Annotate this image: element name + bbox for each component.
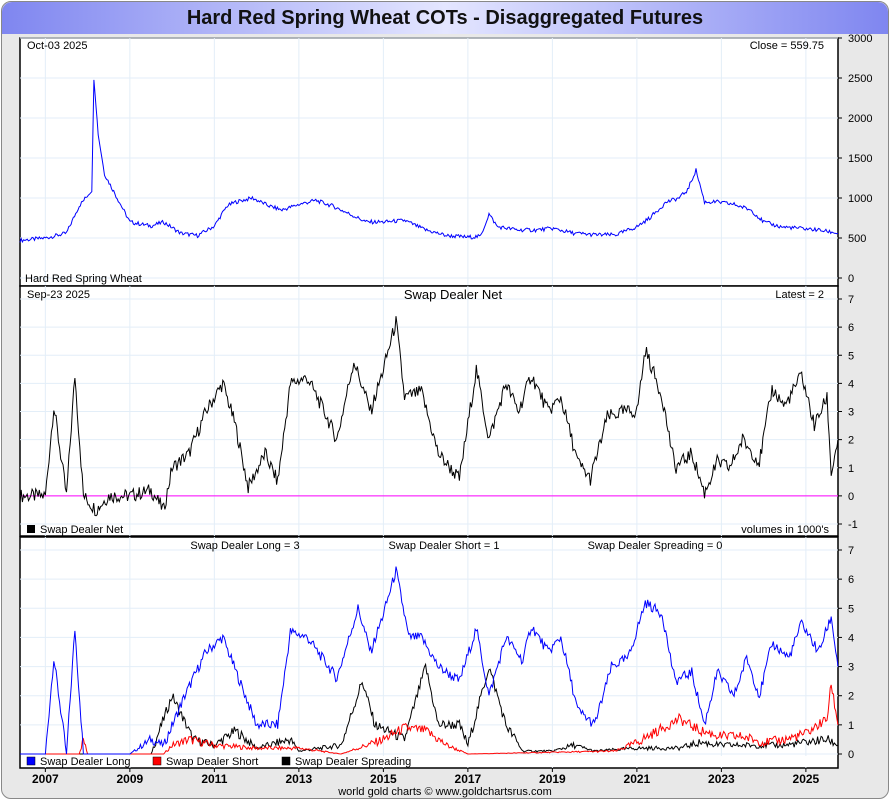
y-tick-label: 2000 — [848, 113, 872, 125]
net-legend-label: Swap Dealer Net — [40, 524, 123, 536]
component-readout: Swap Dealer Spreading = 0 — [588, 540, 723, 552]
y-tick-label: 6 — [848, 574, 854, 586]
y-tick-label: 3 — [848, 662, 854, 674]
price-series-line — [19, 79, 839, 244]
x-tick-label: 2007 — [32, 772, 59, 786]
net-panel-title: Swap Dealer Net — [404, 287, 503, 302]
swap-dealer-short-line — [20, 684, 839, 755]
y-tick-label: 2 — [848, 691, 854, 703]
legend-swatch-long — [26, 756, 36, 766]
price-date-label: Oct-03 2025 — [27, 40, 88, 52]
legend-swatch-net — [27, 525, 35, 533]
net-date-label: Sep-23 2025 — [27, 289, 90, 301]
x-tick-label: 2015 — [370, 772, 397, 786]
x-tick-label: 2017 — [455, 772, 482, 786]
footer-credit: world gold charts © www.goldchartsrus.co… — [337, 786, 552, 798]
chart-title: Hard Red Spring Wheat COTs - Disaggregat… — [2, 2, 888, 34]
y-tick-label: 7 — [848, 294, 854, 306]
legend-swatch-spreading — [281, 756, 291, 766]
legend-label-long: Swap Dealer Long — [40, 756, 131, 768]
component-readout: Swap Dealer Long = 3 — [190, 540, 299, 552]
y-tick-label: 2 — [848, 435, 854, 447]
y-tick-label: 3 — [848, 407, 854, 419]
x-tick-label: 2013 — [286, 772, 313, 786]
x-tick-label: 2011 — [201, 772, 227, 786]
x-tick-label: 2025 — [793, 772, 820, 786]
y-tick-label: 5 — [848, 603, 854, 615]
y-tick-label: 500 — [848, 233, 866, 245]
x-tick-label: 2009 — [117, 772, 144, 786]
swap-dealer-long-line — [20, 566, 839, 755]
y-tick-label: 4 — [848, 378, 854, 390]
y-tick-label: 0 — [848, 273, 854, 285]
swap-dealer-spreading-line — [20, 662, 839, 755]
y-tick-label: 3000 — [848, 33, 872, 45]
legend-swatch-short — [152, 756, 162, 766]
y-tick-label: 1500 — [848, 153, 872, 165]
close-readout: Close = 559.75 — [750, 40, 824, 52]
y-tick-label: 0 — [848, 491, 854, 503]
x-tick-label: 2023 — [708, 772, 735, 786]
volumes-note: volumes in 1000's — [741, 524, 829, 536]
component-readout: Swap Dealer Short = 1 — [389, 540, 500, 552]
legend-background — [21, 756, 837, 767]
y-tick-label: 4 — [848, 632, 854, 644]
y-tick-label: 6 — [848, 322, 854, 334]
price-legend-label: Hard Red Spring Wheat — [25, 273, 142, 285]
x-tick-label: 2019 — [539, 772, 566, 786]
panel-0-plot-area — [19, 37, 839, 287]
y-tick-label: 1 — [848, 720, 854, 732]
x-tick-label: 2021 — [624, 772, 651, 786]
y-tick-label: 2500 — [848, 73, 872, 85]
y-tick-label: 0 — [848, 749, 854, 761]
net-latest-readout: Latest = 2 — [775, 289, 824, 301]
legend-label-short: Swap Dealer Short — [166, 756, 258, 768]
y-tick-label: 1000 — [848, 193, 872, 205]
y-tick-label: -1 — [848, 519, 858, 531]
swap-dealer-net-line — [19, 316, 839, 517]
y-tick-label: 1 — [848, 463, 854, 475]
legend-label-spreading: Swap Dealer Spreading — [295, 756, 411, 768]
y-tick-label: 5 — [848, 350, 854, 362]
y-tick-label: 7 — [848, 545, 854, 557]
